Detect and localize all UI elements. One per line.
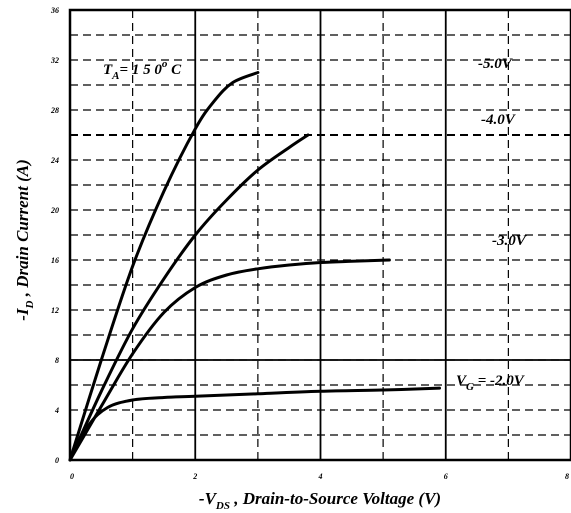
x-tick-label: 8 — [565, 472, 569, 481]
y-tick-label: 32 — [50, 56, 59, 65]
y-tick-label: 16 — [51, 256, 59, 265]
series-label-vg-minus-3: -3.0V — [492, 233, 528, 249]
series-curves — [68, 71, 441, 462]
y-tick-label: 36 — [50, 6, 59, 15]
x-tick-label: 4 — [318, 472, 323, 481]
series-label-vg-minus-4: -4.0V — [481, 112, 517, 128]
curve-vg-minus-4 — [68, 133, 310, 462]
y-tick-label: 4 — [54, 406, 59, 415]
x-tick-label: 0 — [70, 472, 74, 481]
series-label-vg-minus-2: VG = -2.0V — [456, 373, 526, 393]
y-tick-label: 28 — [50, 106, 59, 115]
curve-vg-minus-3 — [68, 258, 391, 462]
temperature-annotation: TA= 1 5 0o C — [103, 58, 182, 82]
x-tick-label: 6 — [444, 472, 448, 481]
series-label-vg-minus-5: -5.0V — [478, 56, 514, 72]
y-tick-label: 0 — [55, 456, 59, 465]
y-tick-label: 24 — [50, 156, 59, 165]
y-tick-label: 8 — [55, 356, 59, 365]
y-tick-label: 12 — [51, 306, 59, 315]
y-axis-title: -ID , Drain Current (A) — [13, 159, 36, 320]
y-tick-label: 20 — [50, 206, 59, 215]
plot-frame — [68, 8, 571, 462]
grid-lines — [70, 10, 571, 460]
curve-vg-minus-2 — [68, 386, 441, 462]
x-tick-label: 2 — [192, 472, 197, 481]
curve-vg-minus-5 — [68, 71, 260, 462]
x-axis-title: -VDS , Drain-to-Source Voltage (V) — [199, 489, 441, 512]
